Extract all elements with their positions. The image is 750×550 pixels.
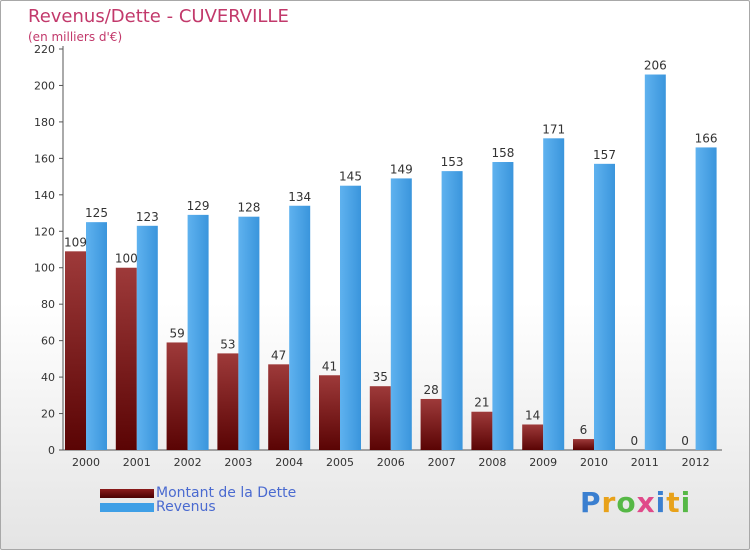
data-label-debt: 21 [474, 396, 489, 410]
bar-revenus [86, 222, 107, 450]
data-label-debt: 0 [681, 434, 689, 448]
data-label-revenus: 153 [441, 155, 464, 169]
y-tick-label: 220 [34, 43, 55, 56]
y-tick-label: 100 [34, 262, 55, 275]
proxiti-logo: Proxiti [580, 486, 691, 519]
data-label-debt: 28 [423, 383, 438, 397]
x-tick-label: 2006 [377, 456, 405, 469]
logo-letter: i [655, 486, 667, 519]
y-tick-label: 20 [41, 408, 55, 421]
y-tick-label: 60 [41, 335, 55, 348]
data-label-debt: 53 [220, 337, 235, 351]
bar-debt [319, 375, 340, 450]
x-tick-label: 2004 [275, 456, 303, 469]
bar-revenus [492, 162, 514, 450]
bar-revenus [187, 214, 209, 450]
x-tick-label: 2005 [326, 456, 354, 469]
bar-debt [115, 267, 137, 450]
legend-swatch-debt [100, 488, 154, 498]
bar-revenus [238, 216, 260, 450]
data-label-revenus: 125 [85, 206, 108, 220]
x-tick-label: 2011 [631, 456, 659, 469]
y-tick-label: 0 [48, 444, 55, 457]
data-label-revenus: 171 [542, 122, 565, 136]
bar-revenus [390, 178, 412, 450]
bar-debt [471, 411, 493, 450]
x-tick-label: 2001 [123, 456, 151, 469]
y-tick-label: 140 [34, 189, 55, 202]
data-label-debt: 47 [271, 348, 286, 362]
x-tick-label: 2003 [224, 456, 252, 469]
data-label-revenus: 134 [288, 190, 311, 204]
bar-revenus [695, 147, 717, 450]
data-label-revenus: 157 [593, 148, 616, 162]
y-tick-label: 180 [34, 116, 55, 129]
data-label-debt: 109 [64, 235, 87, 249]
data-label-debt: 59 [169, 326, 184, 340]
chart-subtitle: (en milliers d'€) [28, 30, 123, 44]
bar-revenus [340, 185, 361, 451]
data-labels: 109 125 100 123 59 129 53 128 47 134 41 145 35 149 28 1… [64, 59, 718, 448]
data-label-debt: 6 [580, 423, 588, 437]
data-label-revenus: 206 [644, 59, 667, 73]
data-label-revenus: 129 [187, 199, 210, 213]
data-label-revenus: 145 [339, 170, 362, 184]
logo-letter: P [580, 486, 602, 519]
y-tick-label: 40 [41, 371, 55, 384]
y-tick-label: 120 [34, 225, 55, 238]
x-tick-label: 2012 [682, 456, 710, 469]
data-label-debt: 41 [322, 359, 337, 373]
y-tick-label: 80 [41, 298, 55, 311]
data-label-debt: 14 [525, 408, 540, 422]
logo-letter: x [636, 486, 656, 519]
bar-revenus [441, 171, 463, 450]
bar-revenus [543, 138, 565, 450]
bar-revenus [136, 225, 158, 450]
y-tick-label: 200 [34, 79, 55, 92]
x-tick-label: 2008 [478, 456, 506, 469]
x-tick-label: 2000 [72, 456, 100, 469]
data-label-revenus: 158 [491, 146, 514, 160]
bar-debt [522, 424, 544, 450]
legend-item-debt: Montant de la Dette [100, 485, 297, 501]
x-tick-label: 2002 [174, 456, 202, 469]
bar-revenus [644, 74, 666, 450]
bar-debt [268, 364, 290, 450]
data-label-revenus: 123 [136, 210, 159, 224]
logo-letter: t [666, 486, 681, 519]
logo-letter: r [601, 486, 617, 519]
logo-letter: o [616, 486, 637, 519]
data-label-revenus: 166 [695, 131, 718, 145]
x-tick-label: 2007 [428, 456, 456, 469]
bar-debt [166, 342, 188, 450]
data-label-debt: 35 [373, 370, 388, 384]
x-tick-label: 2010 [580, 456, 608, 469]
bars [65, 74, 717, 451]
data-label-revenus: 128 [237, 201, 260, 215]
y-tick-label: 160 [34, 152, 55, 165]
bar-debt [369, 386, 391, 450]
data-label-revenus: 149 [390, 162, 413, 176]
data-label-debt: 100 [115, 252, 138, 266]
legend: Montant de la Dette Revenus [100, 485, 297, 515]
bar-debt [65, 251, 86, 450]
bar-revenus [289, 205, 311, 450]
bar-debt [420, 398, 442, 450]
data-label-debt: 0 [630, 434, 638, 448]
legend-item-revenus: Revenus [100, 499, 296, 515]
chart-title: Revenus/Dette - CUVERVILLE [28, 6, 289, 27]
legend-label-revenus: Revenus [156, 499, 216, 515]
bar-revenus [594, 163, 615, 450]
legend-swatch-revenus [100, 502, 154, 512]
legend-label-debt: Montant de la Dette [156, 485, 297, 501]
logo-letter: i [680, 486, 692, 519]
bar-debt [573, 439, 594, 450]
bar-debt [217, 353, 239, 450]
x-tick-label: 2009 [529, 456, 557, 469]
